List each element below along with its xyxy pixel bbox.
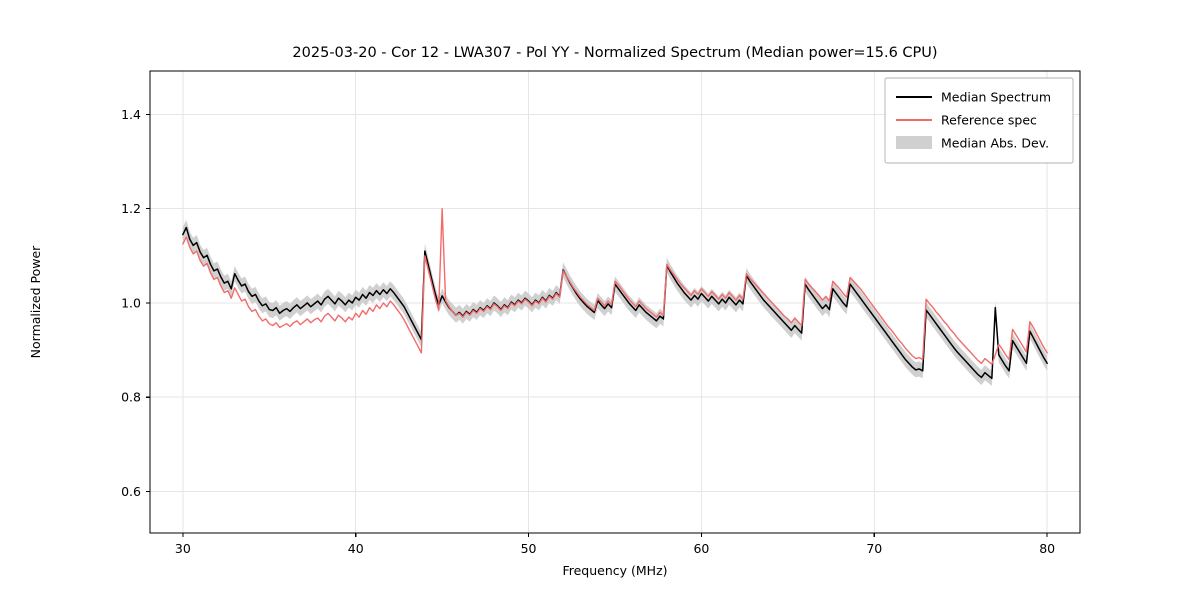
axes-frame xyxy=(149,70,1081,534)
legend-item-label: Median Spectrum xyxy=(941,90,1051,105)
legend-item-label: Reference spec xyxy=(941,113,1037,128)
legend-item-label: Median Abs. Dev. xyxy=(941,136,1049,151)
mad-band xyxy=(182,219,1048,386)
x-tick-label: 30 xyxy=(175,541,191,556)
x-tick-label: 40 xyxy=(348,541,364,556)
x-tick-label: 60 xyxy=(693,541,709,556)
legend-swatch-patch xyxy=(896,136,932,149)
series-reference-spec xyxy=(182,207,1048,365)
legend-item[interactable]: Median Spectrum xyxy=(896,90,1051,105)
y-tick-label: 0.6 xyxy=(121,484,141,499)
y-axis-label: Normalized Power xyxy=(28,245,43,359)
chart-title: 2025-03-20 - Cor 12 - LWA307 - Pol YY - … xyxy=(292,45,937,61)
y-tick-label: 1.0 xyxy=(121,295,141,310)
legend[interactable]: Median Spectrum Reference spec Median Abs.… xyxy=(884,77,1074,164)
mad-band-layer xyxy=(182,219,1048,386)
y-tick-label: 1.4 xyxy=(121,107,141,122)
series-layer xyxy=(182,207,1048,380)
x-axis-label: Frequency (MHz) xyxy=(562,563,667,578)
legend-item[interactable]: Reference spec xyxy=(896,113,1037,128)
y-tick-label: 0.8 xyxy=(121,390,141,405)
x-tick-label: 80 xyxy=(1039,541,1055,556)
x-tick-label: 50 xyxy=(521,541,537,556)
y-tick-label: 1.2 xyxy=(121,201,141,216)
y-axis-ticks: 0.6 0.8 1.0 1.2 1.4 xyxy=(121,107,150,499)
x-tick-label: 70 xyxy=(866,541,882,556)
x-axis-ticks: 30 40 50 60 70 80 xyxy=(175,533,1055,556)
legend-item[interactable]: Median Abs. Dev. xyxy=(896,136,1049,151)
